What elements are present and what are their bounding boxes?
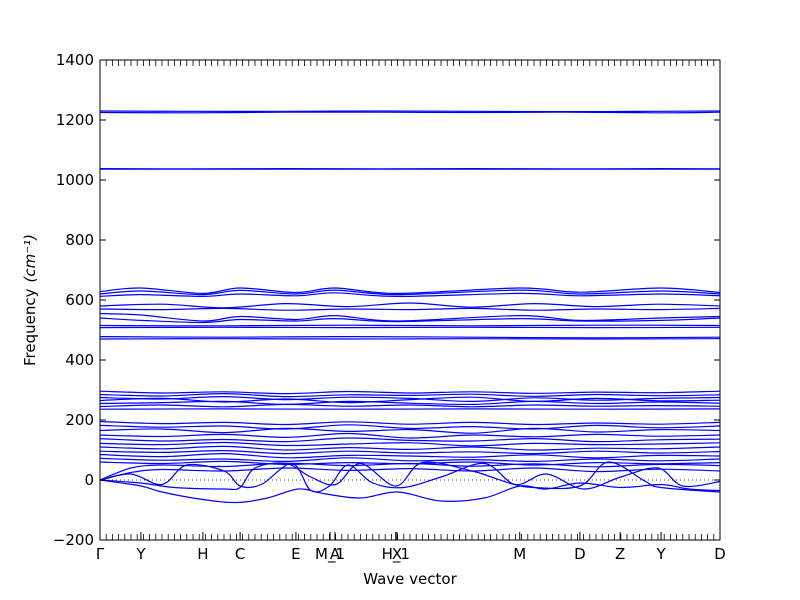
band-line-31 xyxy=(99,457,721,463)
y-tick-label: 0 xyxy=(84,471,94,489)
band-line-27 xyxy=(99,441,721,447)
band-line-16 xyxy=(99,392,721,398)
y-tick-label: 1000 xyxy=(56,171,94,189)
band-line-9 xyxy=(99,312,721,322)
band-line-13 xyxy=(99,335,721,339)
x-tick-label: H xyxy=(197,545,208,563)
x-tick-label: E xyxy=(291,545,300,563)
y-axis-title-text: Frequency xyxy=(21,288,39,366)
band-line-34 xyxy=(99,467,721,481)
plot-frame xyxy=(99,59,721,541)
band-line-10 xyxy=(99,317,721,324)
x-tick-label: Z xyxy=(615,545,625,563)
band-line-0 xyxy=(99,110,721,113)
band-line-24 xyxy=(99,427,721,434)
x-tick-label: Γ xyxy=(96,545,105,563)
band-line-19 xyxy=(99,400,721,406)
band-line-23 xyxy=(99,424,721,430)
x-axis: Γ Y H C E M_1A H_1X M D Z Y D xyxy=(96,532,726,564)
band-line-25 xyxy=(99,432,721,439)
band-line-6 xyxy=(99,292,721,298)
y-tick-label: 1200 xyxy=(56,111,94,129)
x-tick-label: Y xyxy=(135,545,146,563)
band-line-36 xyxy=(99,461,721,493)
x-tick-label: M xyxy=(513,545,526,563)
band-line-1 xyxy=(99,111,721,114)
band-line-11 xyxy=(99,324,721,327)
band-line-26 xyxy=(99,437,721,443)
band-line-4 xyxy=(99,287,721,295)
x-tick-label: D xyxy=(574,545,586,563)
x-axis-title: Wave vector xyxy=(363,570,457,588)
band-line-17 xyxy=(99,395,721,403)
band-line-20 xyxy=(99,403,721,408)
y-tick-label: 1400 xyxy=(56,51,94,69)
band-line-15 xyxy=(99,390,721,395)
x-tick-label: C xyxy=(235,545,245,563)
minor-ticks-group xyxy=(99,60,721,540)
y-tick-label: −200 xyxy=(53,531,94,549)
x-tick-label: X xyxy=(392,545,402,563)
y-tick-label: 800 xyxy=(65,231,94,249)
y-axis-title-unit: (cm⁻¹) xyxy=(21,234,39,283)
band-line-5 xyxy=(99,289,721,296)
x-tick-label: A xyxy=(330,545,341,563)
band-line-35 xyxy=(99,479,721,504)
y-tick-label: 600 xyxy=(65,291,94,309)
x-tick-label: D xyxy=(714,545,726,563)
y-axis-title: Frequency (cm⁻¹) xyxy=(21,234,39,366)
y-tick-label: 400 xyxy=(65,351,94,369)
band-line-29 xyxy=(99,449,721,455)
band-line-8 xyxy=(99,307,721,311)
x-tick-label: Y xyxy=(656,545,667,563)
x-tick-label: M_1 xyxy=(315,545,345,564)
band-line-37 xyxy=(99,462,721,493)
bands-group xyxy=(99,110,721,504)
band-line-7 xyxy=(99,302,721,309)
y-axis: −200 0 200 400 600 800 1000 1200 1400 xyxy=(53,51,720,549)
band-line-33 xyxy=(99,462,721,481)
band-line-30 xyxy=(99,452,721,459)
x-tick-label: H_1 xyxy=(382,545,410,564)
band-line-22 xyxy=(99,420,721,426)
y-tick-label: 200 xyxy=(65,411,94,429)
band-line-28 xyxy=(99,445,721,451)
